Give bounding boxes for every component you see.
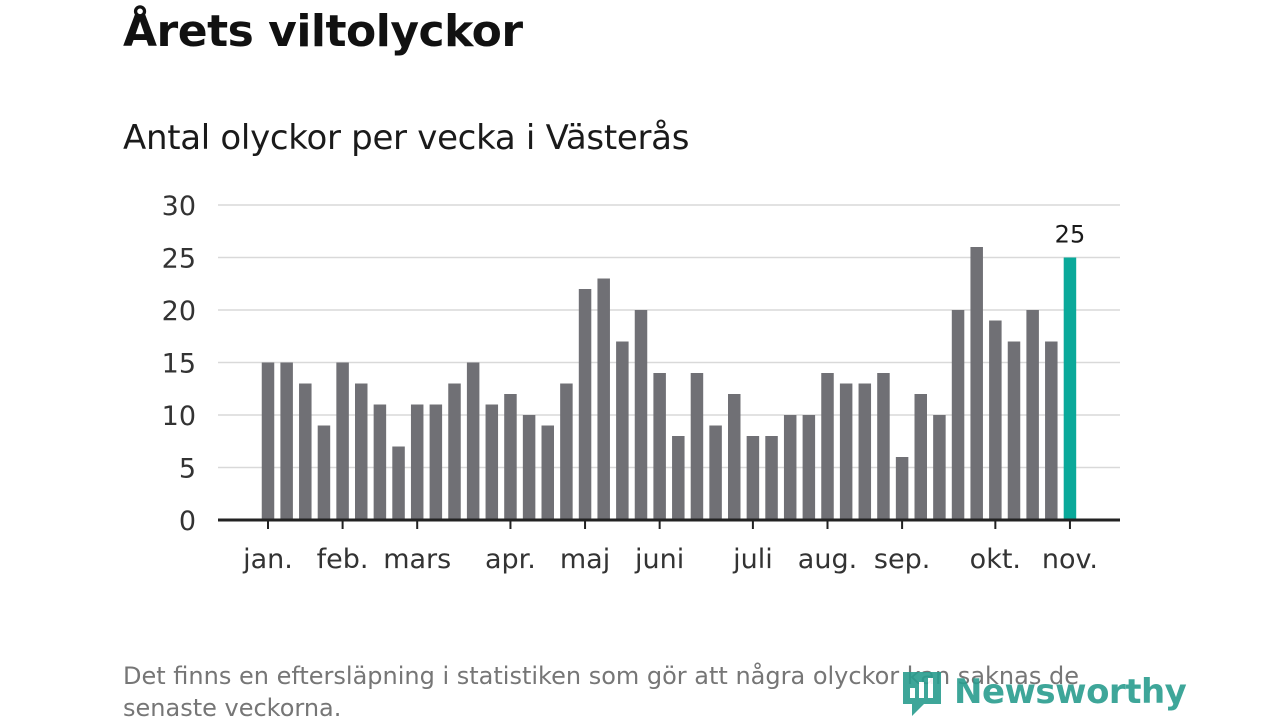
x-tick-label: jan.: [242, 544, 293, 575]
x-tick-label: juli: [732, 544, 773, 575]
bar-week-24: [690, 373, 704, 520]
bar-week-40: [989, 320, 1002, 520]
bar-week-23: [672, 436, 685, 520]
y-tick-label: 10: [162, 401, 196, 432]
y-tick-label: 20: [162, 296, 196, 327]
y-tick-label: 15: [162, 349, 196, 380]
x-tick-label: okt.: [970, 544, 1021, 575]
x-tick-label: feb.: [317, 544, 369, 575]
x-tick-label: sep.: [874, 544, 930, 575]
bar-week-31: [821, 373, 834, 520]
bar-week-21: [634, 310, 648, 520]
bar-week-30: [802, 415, 816, 520]
bar-week-10: [429, 404, 443, 520]
newsworthy-logo: Newsworthy: [900, 666, 1187, 718]
bar-week-25: [709, 425, 722, 520]
bar-week-16: [541, 425, 554, 520]
bar-week-28: [765, 436, 778, 520]
bar-week-17: [560, 383, 573, 520]
bar-week-13: [485, 404, 499, 520]
bar-week-12: [466, 362, 480, 520]
bar-week-36: [914, 394, 927, 520]
bar-week-19: [597, 278, 610, 520]
y-tick-label: 30: [162, 191, 196, 222]
bar-week-34: [877, 373, 890, 520]
x-tick-label: aug.: [798, 544, 857, 575]
x-tick-label: apr.: [485, 544, 536, 575]
chart-title: Årets viltolyckor: [123, 6, 523, 57]
bar-week-29: [783, 415, 797, 520]
bar-week-2: [280, 362, 293, 520]
bar-week-20: [616, 341, 629, 520]
x-tick-label: mars: [383, 544, 451, 575]
bar-week-44: [1063, 257, 1077, 520]
bar-week-32: [839, 383, 853, 520]
bar-week-5: [336, 362, 349, 520]
bar-week-22: [653, 373, 666, 520]
x-tick-label: nov.: [1042, 544, 1098, 575]
bar-week-3: [299, 383, 312, 520]
bar-week-15: [522, 415, 536, 520]
bar-week-43: [1045, 341, 1058, 520]
x-tick-label: maj: [560, 544, 610, 575]
y-tick-label: 0: [179, 506, 196, 537]
bar-week-33: [858, 383, 872, 520]
data-label-highlight: 25: [1055, 221, 1086, 249]
bar-week-4: [317, 425, 331, 520]
y-tick-label: 25: [162, 244, 196, 275]
bar-week-42: [1026, 310, 1039, 520]
bar-week-7: [373, 404, 387, 520]
newsworthy-logo-icon: [903, 672, 941, 716]
y-tick-label: 5: [179, 454, 196, 485]
bar-week-27: [746, 436, 760, 520]
bar-week-18: [578, 289, 592, 520]
bar-chart: 0 5 10 15 20 25 30 25 jan. feb. mars apr. maj juni jul…: [162, 191, 1120, 575]
bar-week-35: [895, 457, 909, 520]
bar-week-1: [261, 362, 275, 520]
bar-week-6: [355, 383, 368, 520]
bar-week-38: [951, 310, 965, 520]
chart-subtitle: Antal olyckor per vecka i Västerås: [123, 118, 690, 158]
bar-week-37: [933, 415, 946, 520]
x-tick-label: juni: [634, 544, 684, 575]
bar-week-9: [410, 404, 424, 520]
bar-week-26: [728, 394, 741, 520]
bar-week-41: [1007, 341, 1021, 520]
bar-week-11: [448, 383, 461, 520]
bar-week-14: [504, 394, 517, 520]
bar-week-39: [970, 247, 983, 520]
logo-text: Newsworthy: [954, 672, 1187, 712]
bar-week-8: [392, 446, 405, 520]
